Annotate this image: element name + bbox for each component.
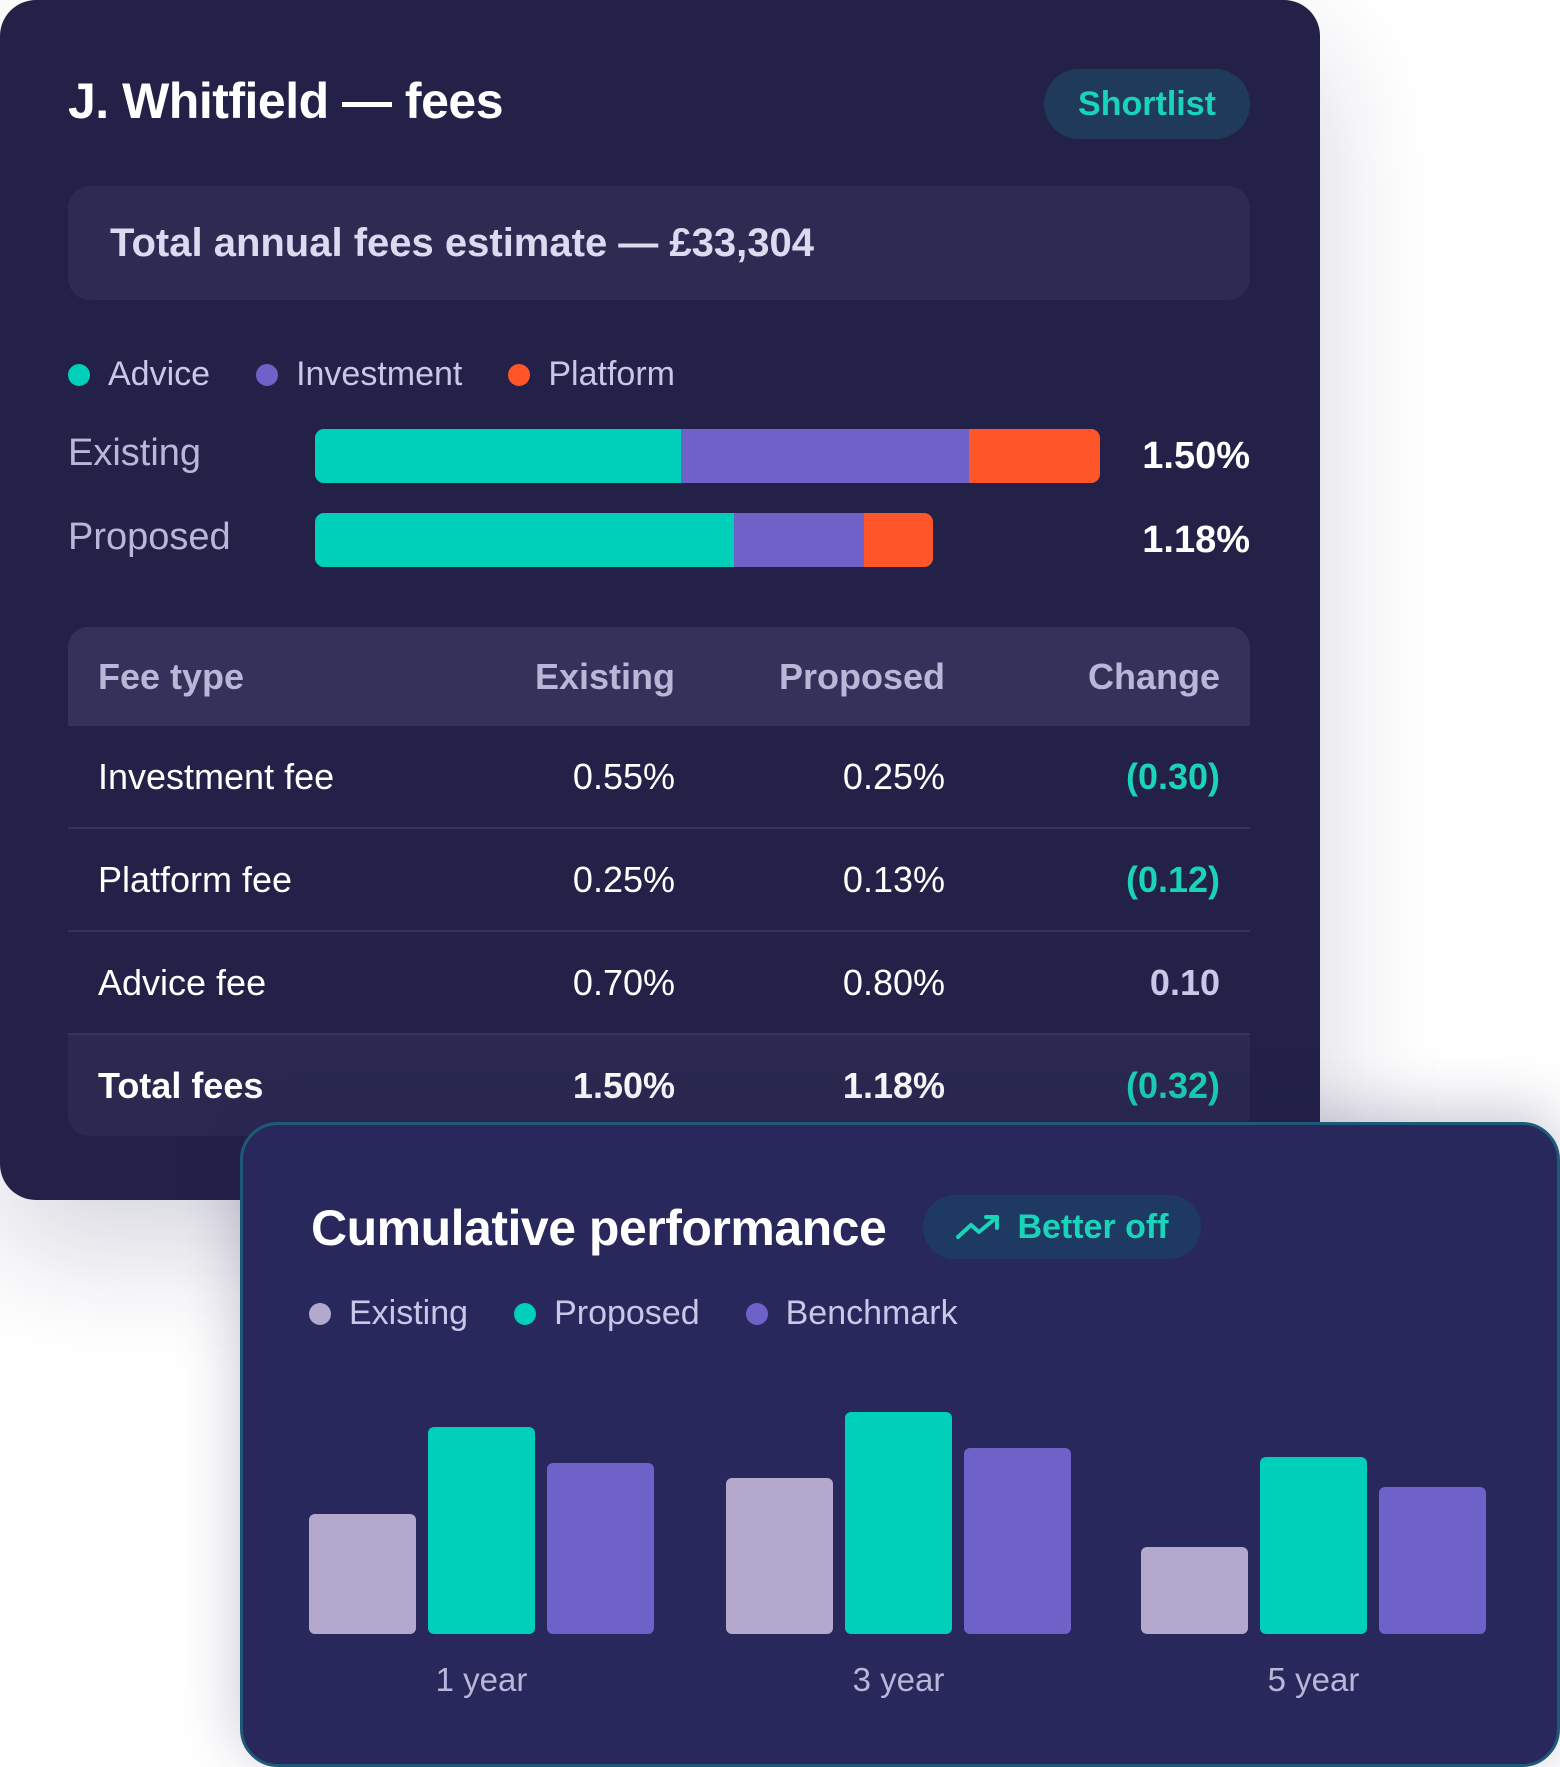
change-cell: (0.30)	[975, 726, 1250, 829]
performance-card-title: Cumulative performance	[311, 1200, 887, 1256]
existing-investment-segment	[681, 429, 970, 483]
bar-benchmark-5-year	[1379, 1487, 1486, 1634]
proposed-bar-total: 1.18%	[1142, 519, 1250, 561]
table-header-row: Fee type Existing Proposed Change	[68, 627, 1250, 726]
proposed-cell: 0.80%	[705, 931, 975, 1035]
header-fee-type: Fee type	[68, 627, 445, 726]
legend-label: Advice	[108, 355, 211, 393]
legend-item-existing: Existing	[309, 1294, 468, 1333]
advice-dot-icon	[68, 363, 90, 386]
legend-label: Benchmark	[785, 1294, 958, 1332]
existing-cell: 0.70%	[445, 931, 705, 1035]
table-row: Advice fee 0.70% 0.80% 0.10	[68, 931, 1250, 1035]
change-cell: 0.10	[975, 931, 1250, 1035]
table-row: Investment fee 0.55% 0.25% (0.30)	[68, 726, 1250, 829]
bar-existing-5-year	[1141, 1547, 1248, 1634]
bar-proposed-5-year	[1260, 1457, 1367, 1634]
proposed-advice-segment	[315, 513, 734, 567]
bar-proposed-1-year	[428, 1427, 535, 1634]
table-total-row: Total fees 1.50% 1.18% (0.32)	[68, 1034, 1250, 1136]
legend-label: Investment	[296, 355, 463, 393]
existing-fee-bar	[315, 429, 1100, 483]
shortlist-button[interactable]: Shortlist	[1044, 69, 1250, 139]
investment-dot-icon	[256, 363, 279, 386]
table-row: Platform fee 0.25% 0.13% (0.12)	[68, 828, 1250, 932]
change-cell: (0.12)	[975, 828, 1250, 932]
proposed-investment-segment	[733, 513, 865, 567]
total-proposed-cell: 1.18%	[705, 1034, 975, 1136]
better-off-label: Better off	[1017, 1207, 1169, 1246]
existing-cell: 0.25%	[445, 828, 705, 932]
bar-existing-3-year	[726, 1478, 833, 1634]
proposed-cell: 0.13%	[705, 828, 975, 932]
total-fees-estimate: Total annual fees estimate — £33,304	[68, 186, 1250, 300]
existing-platform-segment	[969, 429, 1100, 483]
existing-advice-segment	[315, 429, 682, 483]
total-existing-cell: 1.50%	[445, 1034, 705, 1136]
existing-cell: 0.55%	[445, 726, 705, 829]
proposed-dot-icon	[514, 1302, 537, 1325]
performance-card: Cumulative performance Better off Existi…	[240, 1122, 1560, 1767]
proposed-cell: 0.25%	[705, 726, 975, 829]
existing-bar-label: Existing	[68, 432, 202, 474]
fees-card-title: J. Whitfield — fees	[68, 73, 504, 129]
header-change: Change	[975, 627, 1250, 726]
bar-benchmark-3-year	[964, 1448, 1071, 1634]
fee-type-cell: Investment fee	[68, 726, 445, 829]
fee-type-cell: Advice fee	[68, 931, 445, 1035]
legend-item-benchmark: Benchmark	[745, 1294, 958, 1333]
platform-dot-icon	[508, 363, 531, 386]
bar-proposed-3-year	[845, 1412, 952, 1634]
existing-dot-icon	[309, 1302, 331, 1325]
existing-bar-total: 1.50%	[1142, 435, 1250, 477]
x-tick-label: 5 year	[1268, 1661, 1360, 1698]
x-tick-label: 1 year	[436, 1661, 528, 1698]
header-existing: Existing	[445, 627, 705, 726]
benchmark-dot-icon	[745, 1302, 768, 1325]
fee-legend: Advice Investment Platform	[68, 355, 675, 394]
legend-item-proposed: Proposed	[514, 1294, 700, 1333]
legend-label: Proposed	[554, 1294, 700, 1332]
better-off-badge: Better off	[923, 1195, 1201, 1259]
trending-up-icon	[956, 1215, 1000, 1239]
fees-card: J. Whitfield — fees Shortlist Total annu…	[0, 0, 1320, 1200]
cumulative-performance-chart: 1 year 3 year 5 year	[309, 1412, 1486, 1698]
proposed-platform-segment	[864, 513, 933, 567]
bar-existing-1-year	[309, 1514, 416, 1634]
legend-item-platform: Platform	[508, 355, 675, 394]
bar-benchmark-1-year	[547, 1463, 654, 1634]
legend-label: Platform	[548, 355, 675, 393]
legend-label: Existing	[349, 1294, 469, 1332]
legend-item-investment: Investment	[256, 355, 462, 394]
header-proposed: Proposed	[705, 627, 975, 726]
total-label-cell: Total fees	[68, 1034, 445, 1136]
total-change-cell: (0.32)	[975, 1034, 1250, 1136]
fee-comparison-table: Fee type Existing Proposed Change Invest…	[68, 627, 1250, 1136]
performance-legend: Existing Proposed Benchmark	[309, 1294, 958, 1333]
proposed-fee-bar	[315, 513, 933, 567]
x-tick-label: 3 year	[853, 1661, 945, 1698]
proposed-bar-label: Proposed	[68, 516, 231, 558]
legend-item-advice: Advice	[68, 355, 210, 394]
fee-type-cell: Platform fee	[68, 828, 445, 932]
